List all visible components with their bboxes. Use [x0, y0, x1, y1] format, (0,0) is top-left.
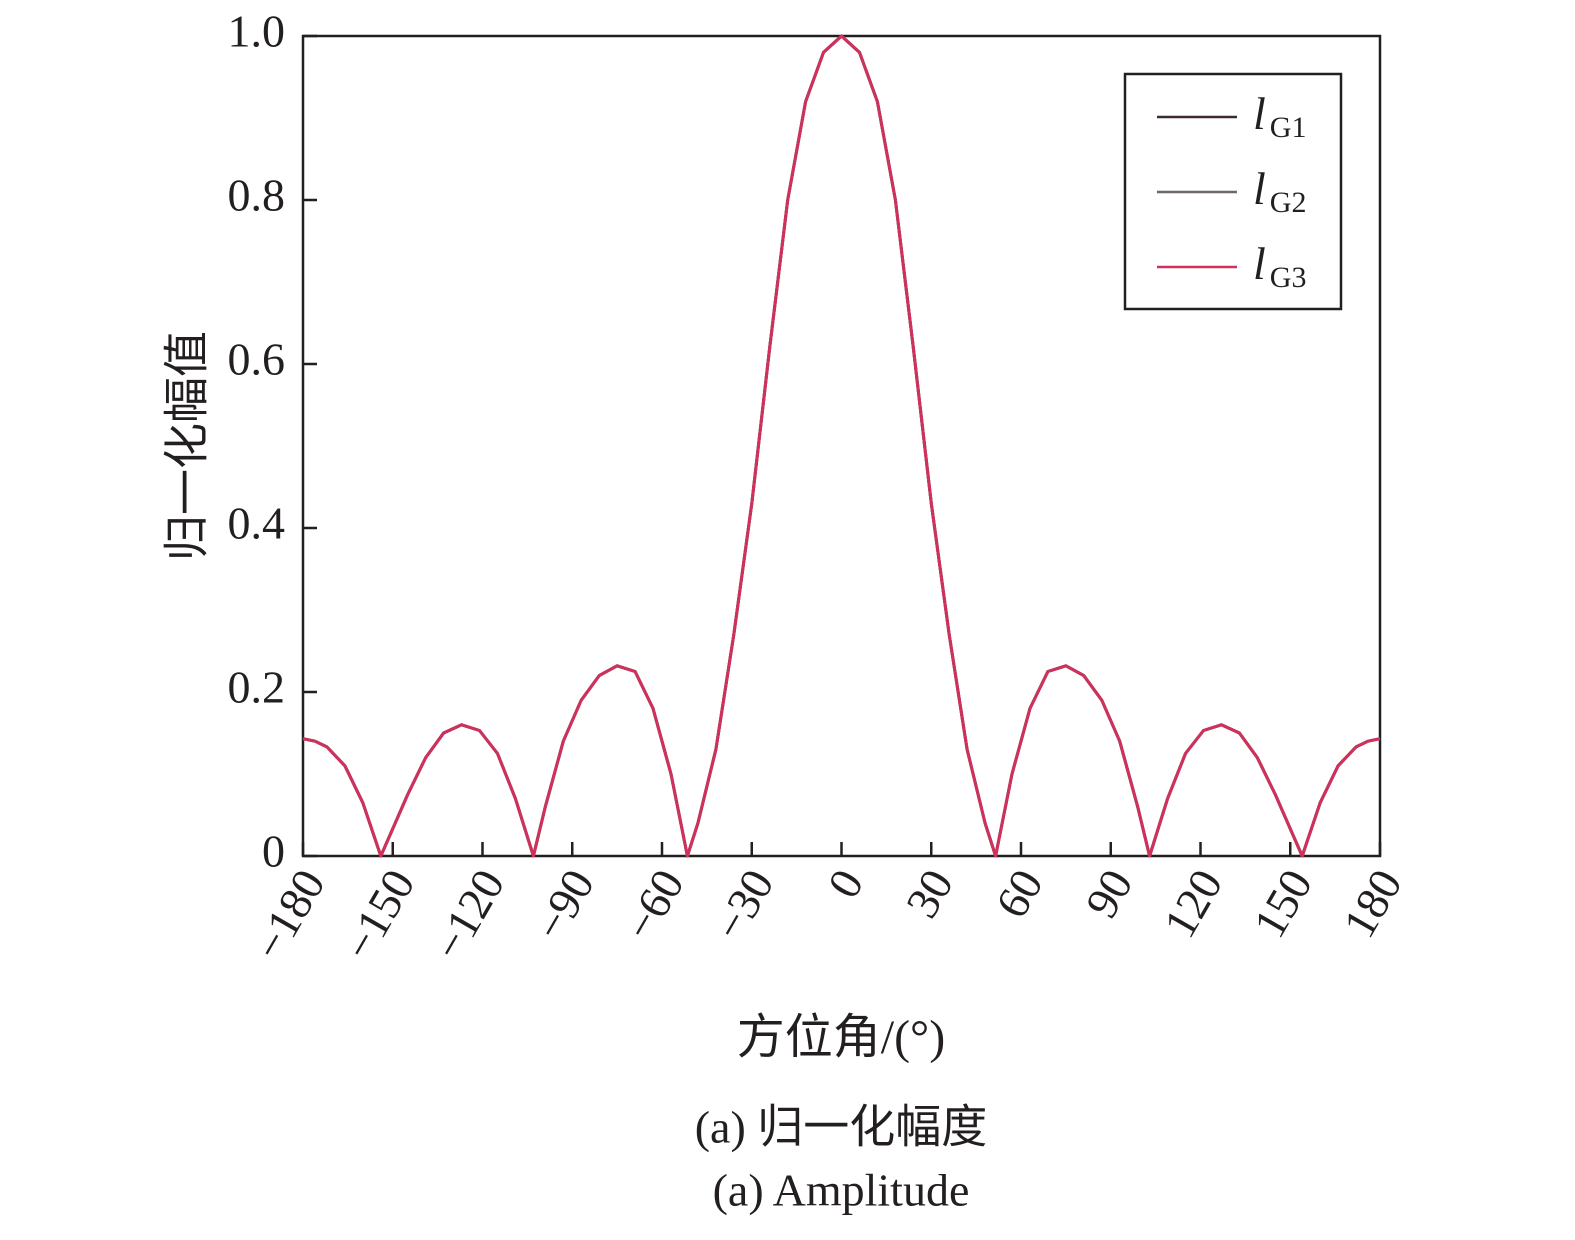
x-tick-label: −60 [614, 861, 694, 949]
y-axis-label: 归一化幅值 [162, 331, 213, 561]
y-tick-label: 0.4 [228, 498, 286, 549]
x-tick-label: 150 [1243, 861, 1322, 946]
x-tick-label: −150 [333, 861, 425, 969]
legend-label: l G2 [1253, 163, 1306, 219]
x-tick-label: −180 [243, 861, 335, 969]
y-tick-label: 0.2 [228, 662, 286, 713]
series-line [302, 34, 1381, 858]
x-tick-label: 180 [1333, 861, 1412, 946]
legend-label: l G1 [1253, 88, 1306, 144]
x-axis-label: 方位角/(°) [737, 1011, 946, 1064]
legend-label: l G3 [1253, 238, 1306, 294]
x-tick-label: 120 [1154, 861, 1233, 946]
caption: (a) Amplitude [713, 1165, 970, 1216]
y-tick-label: 0.6 [228, 334, 286, 385]
x-tick-label: 60 [986, 861, 1053, 926]
x-tick-label: −30 [703, 861, 783, 949]
caption: (a) 归一化幅度 [695, 1102, 988, 1153]
x-tick-label: 90 [1075, 861, 1142, 926]
y-tick-label: 0 [262, 826, 285, 877]
y-tick-label: 0.8 [228, 170, 286, 221]
x-tick-label: −90 [524, 861, 604, 949]
x-tick-label: 30 [896, 861, 963, 926]
y-tick-label: 1.0 [228, 6, 286, 57]
x-tick-label: 0 [818, 861, 874, 906]
x-tick-label: −120 [423, 861, 515, 969]
